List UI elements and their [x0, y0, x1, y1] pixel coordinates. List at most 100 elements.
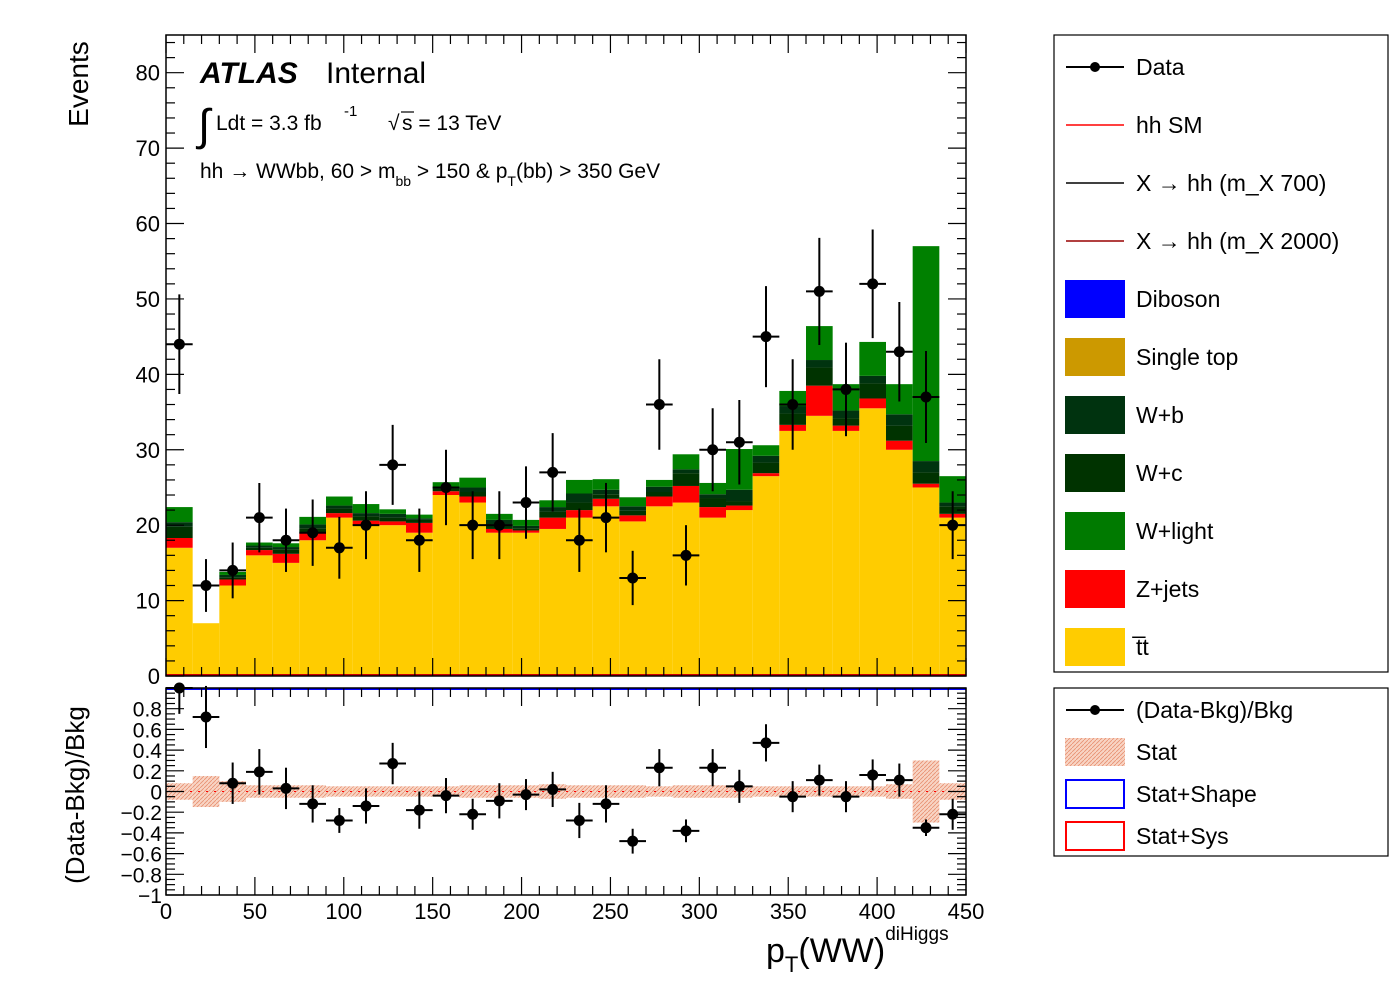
data-points	[166, 229, 966, 612]
ratio-y-axis: 0.80.60.40.20−0.2−0.4−0.6−0.8−1	[121, 687, 966, 908]
y-tick-label: 0	[148, 664, 160, 689]
data-point	[600, 512, 612, 524]
ratio-y-tick-label: −0.4	[121, 823, 163, 846]
data-point	[440, 481, 452, 493]
ratio-panel: 0.80.60.40.20−0.2−0.4−0.6−0.8−1 0 50 100 15…	[60, 682, 984, 977]
stack-bar	[379, 509, 406, 514]
stack-bar	[859, 408, 886, 676]
ratio-point	[600, 798, 612, 810]
ratio-point	[947, 808, 959, 820]
ratio-point	[307, 798, 319, 810]
ratio-point	[920, 822, 932, 834]
stack-bar	[539, 528, 566, 676]
stack-bar	[886, 425, 913, 441]
legend-hatch	[1065, 738, 1125, 766]
stack-bar	[752, 445, 780, 456]
stack-bar	[672, 473, 700, 486]
stat-band-bin	[459, 785, 486, 798]
integral-sign: ∫	[195, 101, 213, 150]
data-point	[680, 549, 692, 561]
stack-bar	[806, 385, 833, 416]
sqrt-sign: √	[388, 112, 400, 135]
legend-label: Stat+Sys	[1136, 823, 1229, 849]
data-point	[813, 285, 825, 297]
data-point	[840, 383, 852, 395]
legend-swatch	[1065, 396, 1125, 434]
x-tick-label: 400	[859, 899, 896, 924]
stack-bar	[806, 360, 833, 368]
ratio-point	[707, 762, 719, 774]
legend-marker	[1090, 705, 1100, 715]
y-tick-label: 80	[136, 61, 160, 86]
stack-bar	[699, 517, 726, 676]
stack-bar	[646, 491, 673, 497]
stack-bar	[379, 513, 406, 518]
ratio-point	[387, 758, 399, 770]
stack-bar	[166, 507, 193, 523]
stack-bar	[379, 517, 406, 522]
stack-bar	[726, 505, 753, 511]
ratio-point	[200, 711, 212, 723]
ratio-y-tick-label: −1	[138, 885, 162, 908]
stack-bar	[619, 510, 646, 516]
stack-bar	[886, 440, 913, 450]
y-tick-label: 60	[136, 212, 160, 237]
ratio-point	[867, 769, 879, 781]
x-tick-label: 100	[325, 899, 362, 924]
stack-bar	[326, 513, 353, 518]
stack-bar	[326, 508, 353, 514]
stack-bar	[619, 515, 646, 522]
data-point	[467, 519, 479, 531]
ratio-point	[333, 814, 345, 826]
stack-bar	[619, 497, 646, 507]
ratio-point	[893, 774, 905, 786]
stack-bar	[646, 486, 673, 492]
data-point	[733, 436, 745, 448]
data-point	[227, 564, 239, 576]
stack-bar	[806, 367, 833, 386]
ratio-y-tick-label: −0.6	[121, 844, 162, 867]
stack-bar	[726, 489, 753, 502]
stack-bar	[272, 562, 300, 676]
background-stack	[166, 246, 966, 676]
ratio-point	[547, 783, 559, 795]
stack-bar	[379, 525, 406, 676]
legend-label: Stat+Shape	[1136, 781, 1257, 807]
stack-bar	[459, 487, 486, 492]
x-tick-label: 50	[243, 899, 267, 924]
y-tick-label: 40	[136, 362, 160, 387]
data-point	[627, 572, 639, 584]
stack-bar	[246, 550, 273, 556]
stack-bar	[886, 449, 913, 676]
stack-bar	[219, 585, 246, 676]
stack-bar	[646, 496, 673, 507]
stack-bar	[646, 506, 673, 676]
legend-swatch	[1065, 280, 1125, 318]
legend-outline	[1065, 821, 1125, 851]
stack-bar	[672, 485, 700, 503]
stack-bar	[166, 537, 193, 548]
y-tick-label: 10	[136, 589, 160, 614]
main-frame	[165, 34, 967, 677]
stack-bar	[859, 383, 886, 399]
data-point	[360, 519, 372, 531]
stack-bar	[912, 461, 940, 473]
legend-label: Data	[1136, 54, 1185, 80]
legend-swatch	[1065, 454, 1125, 492]
stat-band-bin	[619, 785, 646, 798]
stack-bar	[672, 469, 700, 474]
legend-outline	[1065, 779, 1125, 809]
stack-bar	[459, 477, 486, 488]
data-point	[280, 534, 292, 546]
ratio-y-tick-label: 0.8	[133, 699, 162, 722]
ratio-y-tick-label: 0.2	[133, 761, 162, 784]
main-y-axis: 0 10 20 30 40 50 60 70 80	[136, 35, 967, 689]
y-tick-label: 20	[136, 513, 160, 538]
legend-ratio-box	[1053, 687, 1389, 857]
ratio-point	[840, 791, 852, 803]
legend-marker	[1090, 62, 1100, 72]
stack-bar	[566, 502, 593, 511]
legend-label: W+b	[1136, 402, 1184, 428]
